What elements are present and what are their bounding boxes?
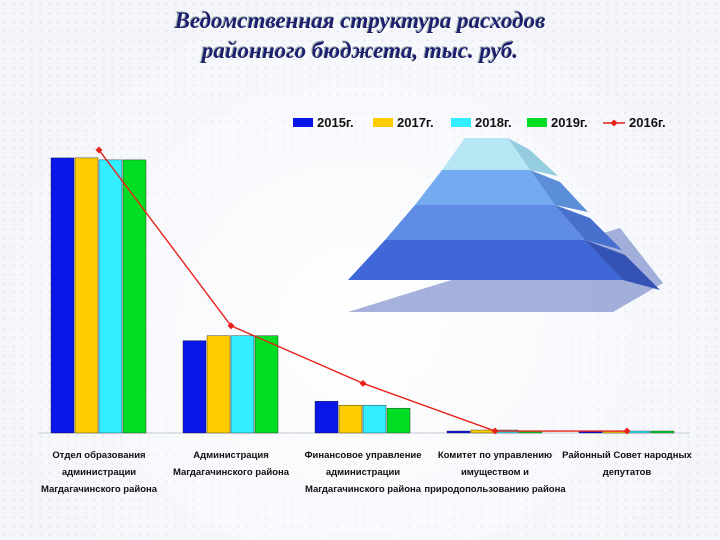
- x-tick-label-2-line-0: Финансовое управление: [304, 450, 421, 461]
- bar-2017г.-2: [338, 404, 363, 434]
- legend: 2015г. 2017г. 2018г. 2019г. 2016г.: [293, 115, 666, 130]
- x-tick-label-4-line-0: Районный Совет народных: [562, 450, 692, 461]
- x-tick-label-3-line-1: имуществом и: [461, 467, 529, 478]
- legend-label-2019г.: 2019г.: [551, 115, 588, 130]
- legend-swatch-2018г.: [451, 118, 471, 127]
- x-tick-label-2-line-1: администрации: [326, 467, 400, 478]
- line-point-2016г.-3: [491, 427, 499, 435]
- x-tick-labels: Отдел образования администрации Магдагачин…: [41, 450, 693, 495]
- bar-2018г.-4: [626, 430, 651, 434]
- x-tick-label-4-line-1: депутатов: [603, 467, 652, 478]
- chart-title: Ведомственная структура расходов районно…: [0, 6, 720, 66]
- x-tick-label-0-line-1: администрации: [62, 467, 136, 478]
- bar-2018г.-1: [230, 335, 255, 434]
- chart-title-line2: районного бюджета, тыс. руб.: [201, 38, 519, 63]
- bar-2015г.-3: [446, 430, 471, 434]
- bar-2015г.-0: [50, 157, 75, 434]
- line-point-2016г.-1: [227, 322, 235, 330]
- legend-label-2015г.: 2015г.: [317, 115, 354, 130]
- line-series-group: [95, 146, 631, 435]
- x-tick-label-0-line-2: Магдагачинского района: [41, 484, 158, 495]
- x-tick-label-2: Финансовое управление администрации Магдаг…: [304, 450, 421, 495]
- line-point-2016г.-2: [359, 379, 367, 387]
- x-tick-label-3-line-2: природопользованию района: [424, 484, 566, 495]
- x-tick-label-2-line-2: Магдагачинского района: [305, 484, 422, 495]
- bar-2019г.-0: [122, 159, 147, 434]
- legend-label-2017г.: 2017г.: [397, 115, 434, 130]
- x-tick-label-1: Администрация Магдагачинского района: [173, 450, 290, 478]
- bar-2018г.-0: [98, 159, 123, 434]
- chart-title-line1: Ведомственная структура расходов: [174, 8, 546, 33]
- line-point-2016г.-4: [623, 427, 631, 435]
- x-tick-label-4: Районный Совет народных депутатов: [562, 450, 692, 478]
- x-tick-label-3-line-0: Комитет по управлению: [438, 450, 552, 461]
- bar-2019г.-2: [386, 407, 411, 434]
- bar-2019г.-4: [650, 430, 675, 434]
- bar-2018г.-2: [362, 404, 387, 434]
- pyramid-decoration: [348, 138, 663, 312]
- legend-label-2018г.: 2018г.: [475, 115, 512, 130]
- bars-group: [50, 157, 675, 434]
- x-tick-label-1-line-1: Магдагачинского района: [173, 467, 290, 478]
- legend-swatch-2019г.: [527, 118, 547, 127]
- legend-label-2016г.: 2016г.: [629, 115, 666, 130]
- x-tick-label-3: Комитет по управлению имуществом и природо…: [424, 450, 566, 495]
- bar-2017г.-1: [206, 335, 231, 434]
- bar-2017г.-0: [74, 157, 99, 434]
- x-tick-label-0-line-0: Отдел образования: [52, 450, 145, 461]
- bar-2019г.-1: [254, 335, 279, 434]
- line-point-2016г.-0: [95, 146, 103, 154]
- x-tick-label-1-line-0: Администрация: [193, 450, 269, 461]
- bar-2015г.-2: [314, 401, 339, 434]
- legend-marker-2016г.: [610, 119, 618, 127]
- legend-swatch-2017г.: [373, 118, 393, 127]
- bar-2015г.-1: [182, 340, 207, 434]
- x-tick-label-0: Отдел образования администрации Магдагачин…: [41, 450, 158, 495]
- legend-swatch-2015г.: [293, 118, 313, 127]
- bar-2017г.-3: [470, 429, 495, 434]
